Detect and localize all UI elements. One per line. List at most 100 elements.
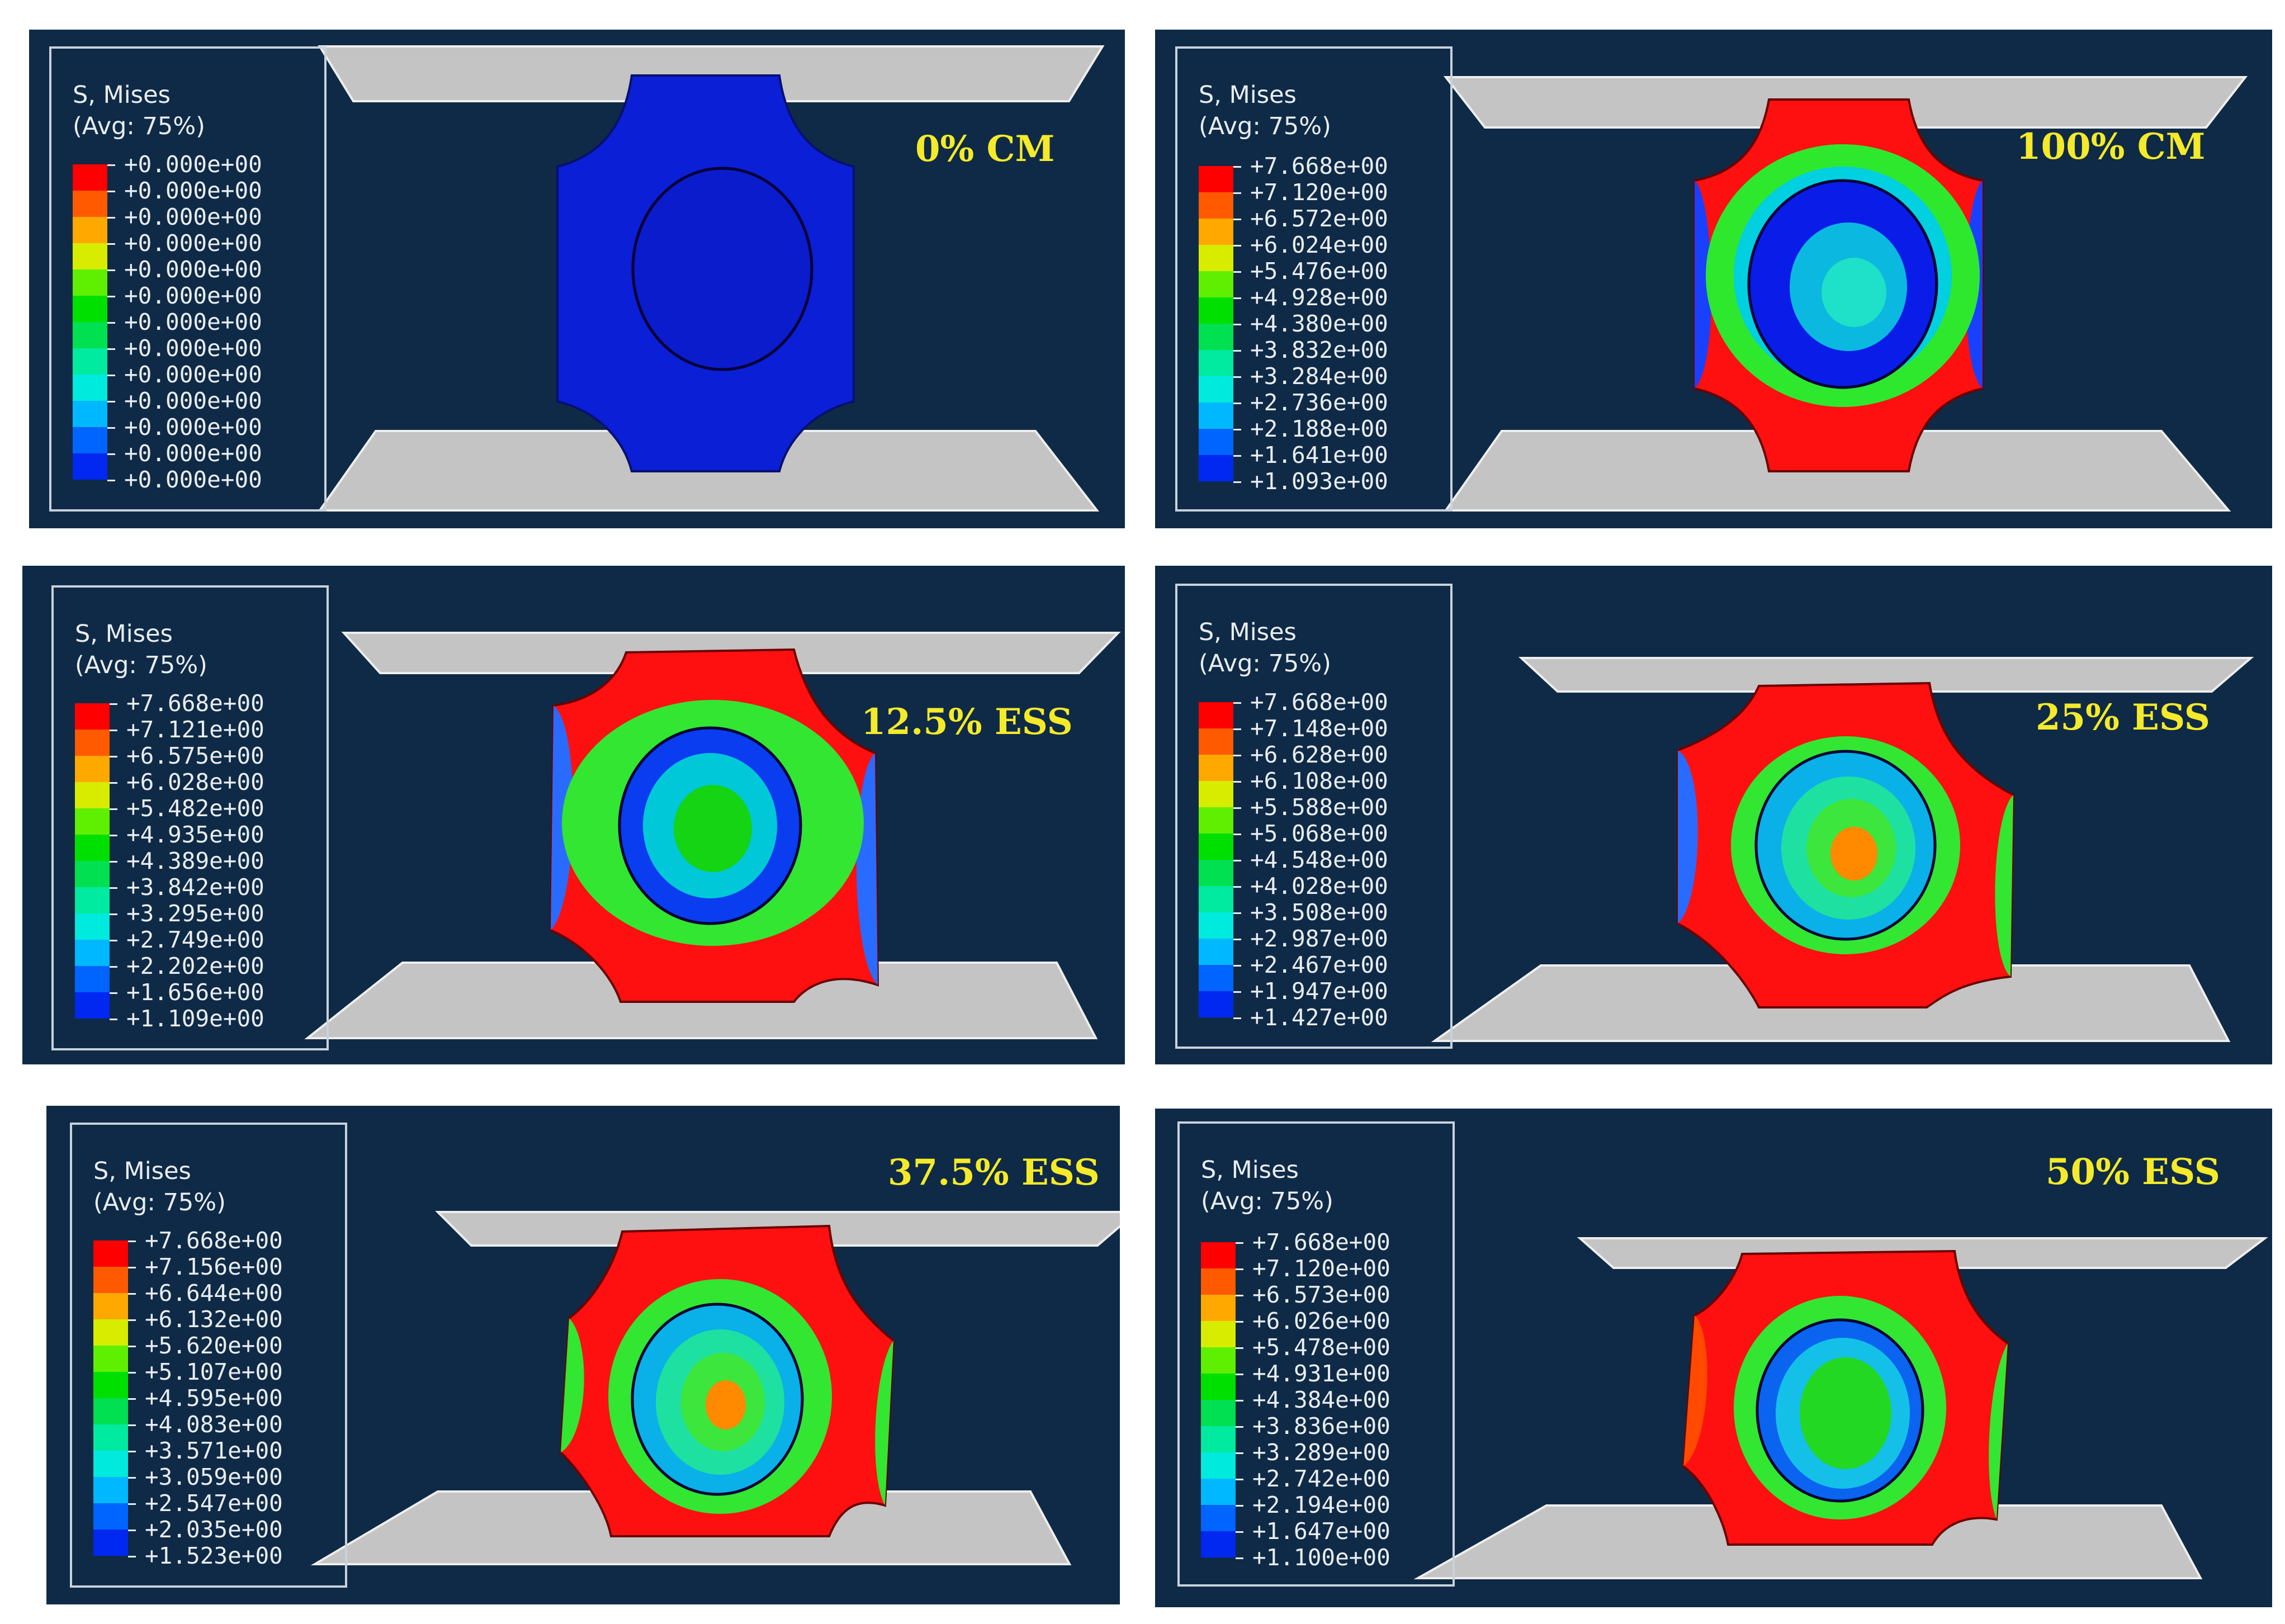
legend-swatch (93, 1346, 128, 1372)
legend-tick (1236, 1374, 1243, 1375)
legend-value: +0.000e+00 (124, 177, 262, 204)
legend-tick (128, 1267, 136, 1268)
legend-tick (1236, 1242, 1243, 1244)
legend-swatch (73, 401, 107, 427)
legend-value: +7.120e+00 (1252, 1255, 1390, 1282)
legend-swatch (75, 940, 110, 966)
legend-value: +1.427e+00 (1250, 1004, 1388, 1031)
legend-value: +2.194e+00 (1252, 1492, 1390, 1518)
pore-hotspot (1830, 827, 1877, 880)
legend-value: +2.736e+00 (1250, 389, 1388, 416)
legend-tick (1236, 1321, 1243, 1323)
legend-swatch (73, 427, 107, 453)
legend-tick (1233, 755, 1241, 756)
legend-value: +2.035e+00 (145, 1516, 283, 1543)
legend-swatch (1201, 1452, 1236, 1479)
stress-legend: S, Mises (Avg: 75%) +7.668e+00 +7.120e+00… (1177, 1121, 1455, 1587)
legend-tick (107, 322, 115, 324)
legend-swatch (1201, 1242, 1236, 1268)
legend-value: +2.467e+00 (1250, 951, 1388, 978)
legend-swatch (1199, 429, 1233, 455)
legend-tick (1233, 728, 1241, 730)
legend-swatch (1201, 1374, 1236, 1400)
specimen-side-right (1995, 795, 2013, 977)
legend-swatch (1199, 991, 1233, 1017)
specimen-side-right (1989, 1343, 2008, 1519)
legend-value: +6.644e+00 (145, 1280, 283, 1306)
legend-swatch (1199, 376, 1233, 403)
legend-subtitle: (Avg: 75%) (1199, 650, 1331, 678)
legend-swatch (1199, 728, 1233, 755)
legend-tick (107, 453, 115, 455)
legend-value: +0.000e+00 (124, 361, 262, 388)
legend-value: +5.620e+00 (145, 1332, 283, 1359)
specimen-side-right (875, 1341, 893, 1505)
legend-value: +5.478e+00 (1252, 1334, 1390, 1361)
legend-value: +3.059e+00 (145, 1464, 283, 1490)
legend-title: S, Mises (1199, 618, 1297, 646)
panel-50-ess: S, Mises (Avg: 75%) +7.668e+00 +7.120e+00… (1155, 1109, 2272, 1607)
legend-tick (128, 1398, 136, 1400)
legend-value: +0.000e+00 (124, 230, 262, 257)
legend-title: S, Mises (1201, 1156, 1299, 1184)
legend-color-bar (75, 703, 110, 1019)
legend-value: +7.120e+00 (1250, 179, 1388, 206)
legend-tick (110, 940, 117, 941)
legend-value: +2.742e+00 (1252, 1465, 1390, 1492)
legend-swatch (1199, 912, 1233, 939)
legend-swatch (1199, 403, 1233, 429)
legend-value: +5.476e+00 (1250, 258, 1388, 285)
legend-swatch (1201, 1531, 1236, 1557)
specimen-side-left (561, 1318, 584, 1452)
legend-tick (107, 217, 115, 219)
legend-swatch (1199, 702, 1233, 728)
legend-tick (107, 164, 115, 166)
legend-value: +3.284e+00 (1250, 363, 1388, 390)
top-plate (1518, 657, 2254, 693)
legend-tick (107, 427, 115, 429)
legend-color-bar (1199, 166, 1233, 481)
legend-tick (107, 480, 115, 481)
legend-swatch (73, 269, 107, 296)
legend-subtitle: (Avg: 75%) (75, 651, 207, 679)
legend-tick (110, 730, 117, 731)
legend-swatch (73, 191, 107, 217)
legend-tick (107, 243, 115, 245)
legend-tick (110, 966, 117, 968)
legend-value: +3.508e+00 (1250, 899, 1388, 926)
legend-swatch (75, 808, 110, 835)
legend-tick (110, 887, 117, 889)
legend-tick (1236, 1505, 1243, 1507)
legend-tick (128, 1241, 136, 1242)
pore-center (1822, 258, 1886, 327)
panel-label: 100% CM (2016, 126, 2206, 168)
legend-value: +2.547e+00 (145, 1490, 283, 1517)
legend-swatch (1199, 455, 1233, 481)
top-plate (318, 45, 1105, 102)
legend-tick (107, 269, 115, 271)
legend-value: +6.573e+00 (1252, 1281, 1390, 1308)
legend-value: +7.668e+00 (1250, 153, 1388, 179)
legend-value: +7.668e+00 (1252, 1229, 1390, 1256)
legend-swatch (1199, 886, 1233, 912)
specimen-side-left (1678, 750, 1698, 924)
legend-value: +3.836e+00 (1252, 1413, 1390, 1440)
legend-subtitle: (Avg: 75%) (1201, 1187, 1333, 1215)
legend-swatch (1199, 807, 1233, 834)
stress-legend: S, Mises (Avg: 75%) +7.668e+00 +7.156e+00… (70, 1123, 347, 1588)
legend-value: +0.000e+00 (124, 309, 262, 335)
legend-swatch (1201, 1505, 1236, 1531)
legend-tick (128, 1293, 136, 1295)
legend-value: +4.384e+00 (1252, 1386, 1390, 1413)
legend-swatch (73, 243, 107, 269)
legend-tick (1236, 1400, 1243, 1402)
legend-tick (1233, 834, 1241, 835)
legend-value: +5.482e+00 (126, 795, 264, 822)
legend-swatch (75, 913, 110, 940)
legend-value: +2.202e+00 (126, 953, 264, 979)
legend-swatch (75, 861, 110, 887)
legend-tick (1233, 376, 1241, 378)
legend-swatch (1201, 1400, 1236, 1426)
model-view (1431, 657, 2254, 1042)
legend-tick (1233, 403, 1241, 404)
